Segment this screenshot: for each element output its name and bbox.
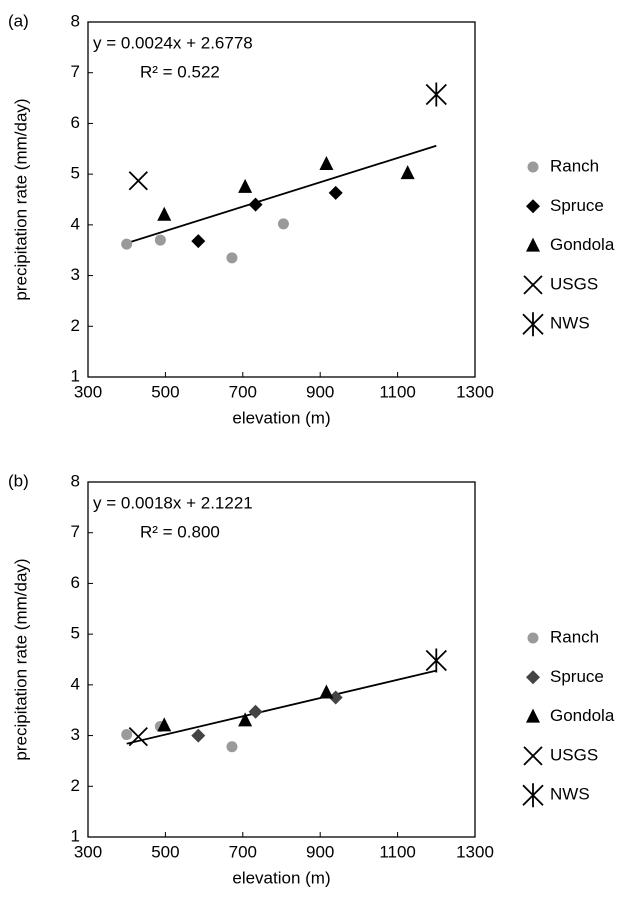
y-tick-label: 3: [71, 265, 80, 284]
legend-marker: [526, 670, 540, 685]
point: [238, 178, 253, 193]
point: [425, 82, 447, 107]
trendline: [126, 669, 437, 745]
legend-marker: [526, 199, 540, 214]
x-tick-label: 700: [229, 382, 257, 401]
x-tick-label: 1100: [379, 842, 416, 861]
legend-label: Gondola: [550, 706, 615, 725]
panel-label: (b): [8, 471, 29, 490]
y-tick-label: 5: [71, 624, 80, 643]
point: [328, 185, 343, 200]
point: [121, 238, 133, 250]
y-tick-label: 2: [71, 776, 80, 795]
y-tick-label: 1: [71, 826, 80, 845]
x-tick-label: 1300: [456, 842, 494, 861]
legend-label: USGS: [550, 745, 598, 764]
x-axis-label: elevation (m): [232, 868, 330, 887]
y-tick-label: 7: [71, 62, 80, 81]
point: [121, 729, 133, 741]
y-tick-label: 5: [71, 164, 80, 183]
x-tick-label: 300: [74, 382, 102, 401]
y-tick-label: 6: [71, 573, 80, 592]
legend-marker: [523, 275, 543, 295]
y-tick-label: 4: [71, 674, 80, 693]
y-axis-label: precipitation rate (mm/day): [11, 98, 30, 300]
legend-marker: [522, 312, 544, 337]
point: [238, 712, 253, 727]
y-tick-label: 1: [71, 366, 80, 385]
legend-label: NWS: [550, 314, 590, 333]
legend-label: NWS: [550, 785, 590, 804]
legend-marker: [526, 237, 540, 252]
point: [400, 165, 415, 180]
plot-frame: [87, 481, 476, 838]
y-tick-label: 4: [71, 214, 80, 233]
plot-frame: [87, 21, 476, 378]
legend-label: Spruce: [550, 667, 604, 686]
point: [425, 648, 447, 673]
x-tick-label: 900: [306, 842, 334, 861]
y-tick-label: 6: [71, 113, 80, 132]
legend-label: Spruce: [550, 196, 604, 215]
equation: R² = 0.800: [140, 522, 220, 541]
point: [157, 206, 172, 221]
point: [226, 741, 238, 753]
point: [277, 218, 289, 230]
point: [248, 704, 263, 719]
equation: y = 0.0024x + 2.6778: [93, 33, 253, 52]
legend-label: Ranch: [550, 156, 599, 175]
y-tick-label: 7: [71, 522, 80, 541]
legend-marker: [527, 161, 539, 173]
legend-label: USGS: [550, 274, 598, 293]
equation: y = 0.0018x + 2.1221: [93, 493, 253, 512]
point: [226, 252, 238, 264]
x-tick-label: 700: [229, 842, 257, 861]
point: [154, 234, 166, 246]
point: [319, 156, 334, 170]
y-axis-label: precipitation rate (mm/day): [11, 558, 30, 760]
x-tick-label: 900: [306, 382, 334, 401]
legend-marker: [522, 783, 544, 808]
legend-marker: [523, 746, 543, 766]
x-tick-label: 300: [74, 842, 102, 861]
legend-marker: [526, 708, 540, 723]
x-axis-label: elevation (m): [232, 408, 330, 427]
x-tick-label: 1100: [379, 382, 416, 401]
y-tick-label: 8: [71, 471, 80, 490]
x-tick-label: 500: [151, 842, 179, 861]
y-tick-label: 3: [71, 725, 80, 744]
point: [328, 690, 343, 705]
trendline: [126, 144, 437, 244]
y-tick-label: 8: [71, 11, 80, 30]
legend-marker: [527, 632, 539, 644]
legend-label: Gondola: [550, 235, 615, 254]
point: [319, 684, 334, 699]
point: [157, 717, 172, 732]
panel-label: (a): [8, 11, 29, 30]
equation: R² = 0.522: [140, 62, 220, 81]
y-tick-label: 2: [71, 316, 80, 335]
point: [248, 197, 263, 212]
point: [128, 171, 148, 191]
point: [128, 726, 148, 747]
legend-label: Ranch: [550, 627, 599, 646]
point: [191, 234, 206, 249]
x-tick-label: 1300: [456, 382, 494, 401]
x-tick-label: 500: [151, 382, 179, 401]
point: [191, 728, 206, 743]
